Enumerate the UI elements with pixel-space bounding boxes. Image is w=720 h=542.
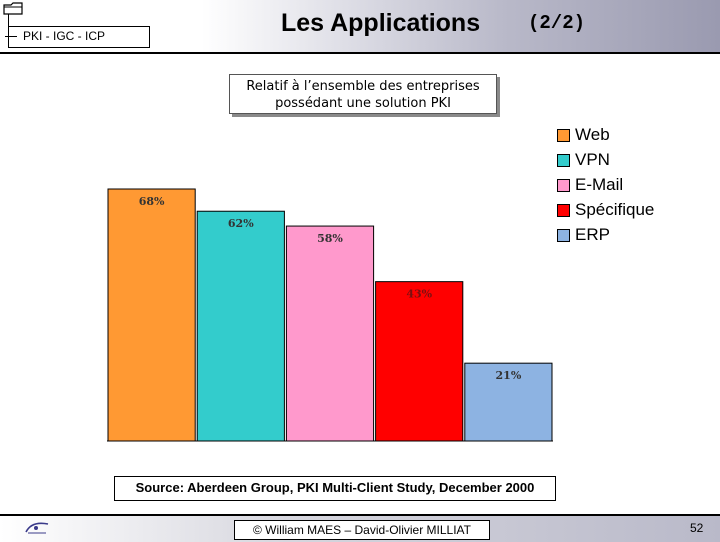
legend-label-erp: ERP xyxy=(575,225,610,244)
bars-group xyxy=(107,188,553,442)
legend-swatch-specifique xyxy=(557,204,570,217)
page-title: Les Applications xyxy=(281,9,481,37)
chart-legend: Web VPN E-Mail Spécifique ERP xyxy=(542,123,660,244)
tab-tick xyxy=(5,36,17,37)
data-labels-group: 68% 62% 58% 43% 21% xyxy=(139,195,522,382)
data-label-vpn: 62% xyxy=(228,217,254,230)
data-label-email: 58% xyxy=(317,232,343,245)
data-label-erp: 21% xyxy=(496,369,522,382)
subtitle-line-2: possédant une solution PKI xyxy=(275,96,451,111)
company-logo-icon xyxy=(25,522,49,534)
legend-label-web: Web xyxy=(575,125,610,144)
header-rule xyxy=(0,52,720,54)
footer: © William MAES – David-Olivier MILLIAT 5… xyxy=(0,514,720,542)
legend-label-email: E-Mail xyxy=(575,175,624,194)
legend-swatch-vpn xyxy=(557,154,570,167)
page-title-suffix: (2/2) xyxy=(528,12,586,34)
page-number: 52 xyxy=(690,521,704,535)
tree-connector xyxy=(8,14,9,27)
data-label-web: 68% xyxy=(139,195,165,208)
document-icon xyxy=(3,2,23,15)
legend-label-specifique: Spécifique xyxy=(575,200,655,219)
section-label: PKI - IGC - ICP xyxy=(23,29,106,43)
bar-specifique xyxy=(375,281,464,442)
subtitle-line-1: Relatif à l’ensemble des entreprises xyxy=(246,79,480,94)
chart-subtitle: Relatif à l’ensemble des entreprises pos… xyxy=(229,74,497,114)
legend-swatch-web xyxy=(557,129,570,142)
section-tab[interactable]: PKI - IGC - ICP xyxy=(5,26,150,48)
footer-credit: © William MAES – David-Olivier MILLIAT xyxy=(234,520,490,540)
bar-email xyxy=(285,225,375,442)
legend-swatch-erp xyxy=(557,229,570,242)
source-note: Source: Aberdeen Group, PKI Multi-Client… xyxy=(114,476,556,501)
data-label-specifique: 43% xyxy=(406,288,432,301)
bar-web xyxy=(107,188,196,442)
bar-erp xyxy=(464,362,553,442)
legend-label-vpn: VPN xyxy=(575,150,610,169)
legend-swatch-email xyxy=(557,179,570,192)
bar-vpn xyxy=(196,210,285,442)
